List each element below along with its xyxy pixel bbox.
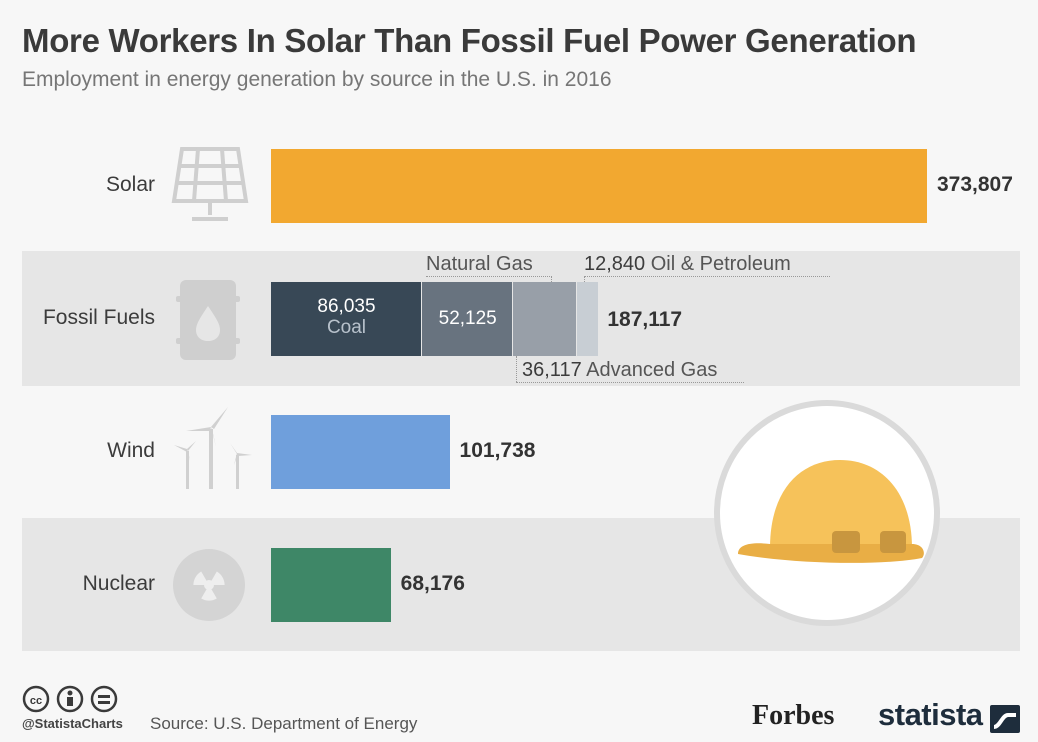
no-derivatives-icon xyxy=(90,685,118,713)
footer-handle: @StatistaCharts xyxy=(22,716,123,731)
value-label-nuclear: 68,176 xyxy=(400,572,465,595)
advanced-gas-value: 36,117 xyxy=(522,359,582,381)
svg-text:cc: cc xyxy=(30,695,42,707)
advanced-gas-name: Advanced Gas xyxy=(586,359,718,381)
leader-natural-gas xyxy=(551,276,552,282)
coal-name: Coal xyxy=(326,317,367,338)
leader-advanced-gas xyxy=(516,356,517,382)
category-label-fossil-fuels: Fossil Fuels xyxy=(42,306,155,329)
annotation-natural-gas: Natural Gas xyxy=(426,253,533,275)
statista-logo-icon xyxy=(990,705,1020,733)
bar-segment-coal xyxy=(271,282,421,356)
forbes-logo: Forbes xyxy=(752,700,835,731)
category-label-solar: Solar xyxy=(105,173,155,196)
bar-nuclear xyxy=(271,548,391,622)
annotation-oil-petroleum: 12,840 Oil & Petroleum xyxy=(584,253,791,276)
leader-advanced-gas-h xyxy=(516,382,744,383)
coal-value: 86,035 xyxy=(317,296,376,317)
bar-segment-natural-gas xyxy=(421,282,513,356)
category-label-wind: Wind xyxy=(107,439,155,462)
natural-gas-value: 52,125 xyxy=(438,308,497,329)
category-label-nuclear: Nuclear xyxy=(82,572,155,595)
value-label-wind: 101,738 xyxy=(459,439,536,462)
annotation-advanced-gas: 36,117 Advanced Gas xyxy=(522,359,717,382)
license-icons: cc xyxy=(22,685,118,713)
chart-subtitle: Employment in energy generation by sourc… xyxy=(22,68,612,91)
solar-panel-icon xyxy=(171,147,249,221)
radiation-icon xyxy=(173,549,245,621)
attribution-icon xyxy=(56,685,84,713)
oil-petroleum-name: Oil & Petroleum xyxy=(650,253,791,275)
value-label-fossil-fuels: 187,117 xyxy=(607,308,683,331)
leader-oil-h xyxy=(584,276,830,277)
chart-title: More Workers In Solar Than Fossil Fuel P… xyxy=(22,22,917,59)
segment-label-coal: 86,035 Coal xyxy=(271,296,422,338)
bar-segment-oil-petroleum xyxy=(576,282,599,356)
oil-barrel-icon xyxy=(176,280,240,360)
cc-icon xyxy=(22,685,50,713)
footer-source: Source: U.S. Department of Energy xyxy=(150,714,418,733)
segment-label-natural-gas: 52,125 xyxy=(422,308,513,329)
bar-segment-advanced-gas xyxy=(513,282,576,356)
hard-hat-icon xyxy=(714,400,940,626)
bar-solar xyxy=(271,149,927,223)
value-label-solar: 373,807 xyxy=(937,173,1013,196)
oil-petroleum-value: 12,840 xyxy=(584,253,646,275)
statista-logo: statista xyxy=(878,697,983,732)
leader-natural-gas-h xyxy=(426,276,552,277)
wind-turbine-icon xyxy=(174,407,252,489)
leader-oil xyxy=(584,276,585,282)
bar-wind xyxy=(271,415,450,489)
